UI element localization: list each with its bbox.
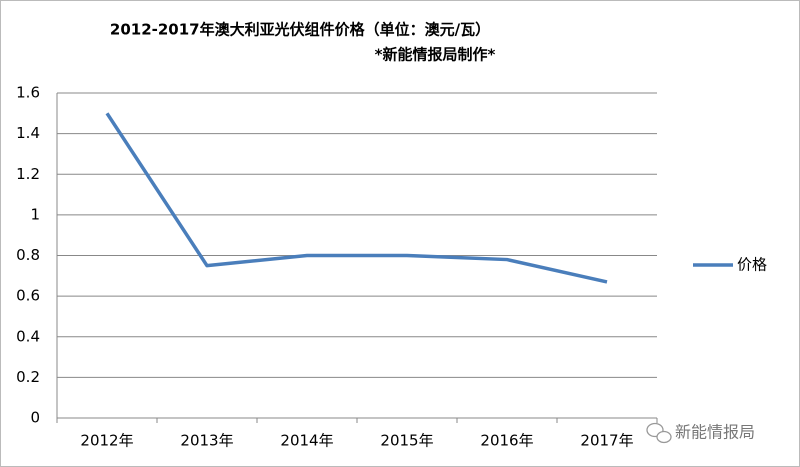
y-tick-label: 1.6 (16, 84, 40, 102)
x-tick-label: 2014年 (280, 432, 333, 450)
y-tick-label: 0.2 (16, 368, 40, 386)
y-tick-label: 0.6 (16, 287, 40, 305)
chart-subtitle: *新能情报局制作* (375, 46, 496, 64)
x-tick-label: 2017年 (580, 432, 633, 450)
legend-label: 价格 (737, 256, 767, 274)
line (105, 112, 608, 284)
x-tick-label: 2015年 (380, 432, 433, 450)
y-tick-label: 1.4 (16, 124, 40, 142)
watermark: 新能情报局 (675, 423, 755, 442)
chart-title: 2012-2017年澳大利亚光伏组件价格（单位：澳元/瓦） (110, 21, 490, 39)
x-tick-label: 2012年 (80, 432, 133, 450)
y-tick-label: 1.2 (16, 165, 40, 183)
y-tick-label: 0.4 (16, 327, 40, 345)
watermark-icon (646, 422, 672, 444)
x-tick-label: 2016年 (480, 432, 533, 450)
y-tick-label: 0 (30, 409, 40, 427)
x-tick-label: 2013年 (180, 432, 233, 450)
y-tick-label: 1 (30, 205, 40, 223)
y-tick-label: 0.8 (16, 246, 40, 264)
